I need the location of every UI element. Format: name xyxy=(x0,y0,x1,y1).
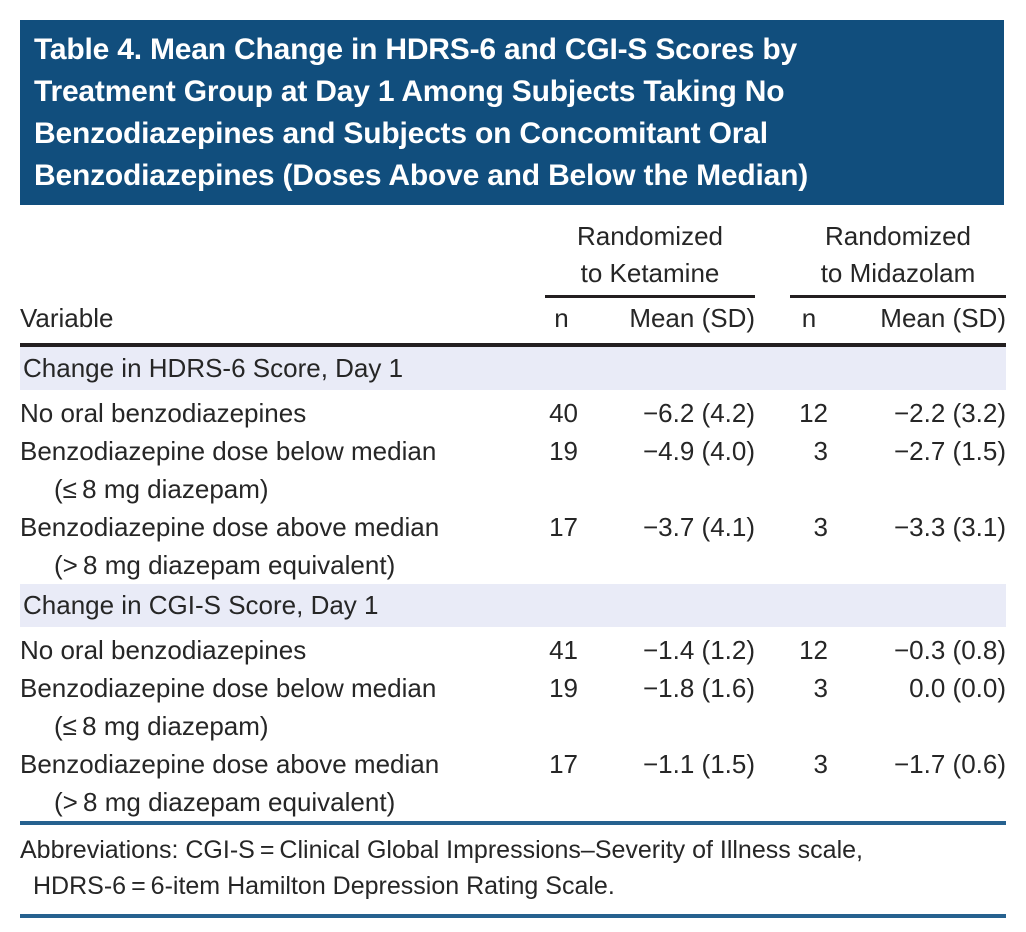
footnote: Abbreviations: CGI-S = Clinical Global I… xyxy=(20,821,1006,904)
spacer-cell xyxy=(755,508,790,546)
table-row: No oral benzodiazepines 40 −6.2 (4.2) 12… xyxy=(20,390,1006,432)
cell-ket-mean: −3.7 (4.1) xyxy=(643,512,756,542)
cell-ket-mean: −4.9 (4.0) xyxy=(643,436,756,466)
spacer-cell xyxy=(755,627,790,669)
cell-ket-n: 40 xyxy=(549,398,578,428)
section-header-hdrs6: Change in HDRS-6 Score, Day 1 xyxy=(20,345,1006,390)
spacer-cell xyxy=(755,218,790,297)
group-header-midazolam: Randomized to Midazolam xyxy=(790,218,1006,298)
group-header-ketamine-line2: to Ketamine xyxy=(580,258,720,288)
cell-mid-mean: −2.7 (1.5) xyxy=(893,436,1006,466)
cell-ket-mean: −6.2 (4.2) xyxy=(643,398,756,428)
column-header-mid-mean: Mean (SD) xyxy=(828,296,1006,347)
group-header-ketamine-line1: Randomized xyxy=(577,221,723,251)
cell-variable: Benzodiazepine dose above median xyxy=(20,512,440,542)
cell-variable: No oral benzodiazepines xyxy=(20,635,307,665)
group-header-row: Randomized to Ketamine Randomized to Mid… xyxy=(20,218,1006,298)
table-title-line-2: Treatment Group at Day 1 Among Subjects … xyxy=(34,75,785,108)
table-title-line-1: Table 4. Mean Change in HDRS-6 and CGI-S… xyxy=(34,33,797,66)
cell-mid-mean: −0.3 (0.8) xyxy=(893,635,1006,665)
cell-ket-n: 19 xyxy=(549,673,578,703)
results-table: Randomized to Ketamine Randomized to Mid… xyxy=(20,218,1006,821)
cell-mid-n: 12 xyxy=(799,398,829,428)
table-row-sublabel: (> 8 mg diazepam equivalent) xyxy=(20,783,1006,821)
table-row-sublabel: (≤ 8 mg diazepam) xyxy=(20,470,1006,508)
cell-ket-mean: −1.1 (1.5) xyxy=(643,749,756,779)
table-row: Benzodiazepine dose below median 19 −1.8… xyxy=(20,669,1006,707)
column-header-row: Variable n Mean (SD) n Mean (SD) xyxy=(20,296,1006,347)
row-sublabel: (≤ 8 mg diazepam) xyxy=(54,711,269,741)
spacer-cell xyxy=(755,432,790,470)
footnote-line-2: HDRS-6 = 6-item Hamilton Depression Rati… xyxy=(33,872,615,900)
table-title-band: Table 4. Mean Change in HDRS-6 and CGI-S… xyxy=(20,20,1004,205)
cell-mid-n: 3 xyxy=(813,673,829,703)
cell-ket-n: 17 xyxy=(549,512,578,542)
section-header-label: Change in HDRS-6 Score, Day 1 xyxy=(20,345,1006,390)
cell-variable: Benzodiazepine dose below median xyxy=(20,673,437,703)
cell-ket-mean: −1.8 (1.6) xyxy=(643,673,756,703)
table-row-sublabel: (> 8 mg diazepam equivalent) xyxy=(20,546,1006,584)
row-sublabel: (≤ 8 mg diazepam) xyxy=(54,474,269,504)
spacer-cell xyxy=(755,669,790,707)
row-sublabel: (> 8 mg diazepam equivalent) xyxy=(54,787,396,817)
spacer-cell xyxy=(20,218,545,297)
cell-ket-mean: −1.4 (1.2) xyxy=(643,635,756,665)
group-header-ketamine: Randomized to Ketamine xyxy=(545,218,756,298)
cell-mid-mean: −3.3 (3.1) xyxy=(893,512,1006,542)
cell-mid-n: 3 xyxy=(813,512,829,542)
section-header-cgis: Change in CGI-S Score, Day 1 xyxy=(20,584,1006,627)
table-row-sublabel: (≤ 8 mg diazepam) xyxy=(20,707,1006,745)
group-header-midazolam-line1: Randomized xyxy=(825,221,971,251)
row-sublabel: (> 8 mg diazepam equivalent) xyxy=(54,550,396,580)
cell-mid-mean: −2.2 (3.2) xyxy=(893,398,1006,428)
spacer-cell xyxy=(755,390,790,432)
column-header-variable: Variable xyxy=(20,296,545,347)
spacer-cell xyxy=(755,296,791,347)
column-header-ket-mean: Mean (SD) xyxy=(578,296,756,347)
cell-mid-mean: 0.0 (0.0) xyxy=(909,673,1006,703)
cell-variable: Benzodiazepine dose below median xyxy=(20,436,437,466)
column-header-ket-n: n xyxy=(545,296,578,347)
table-title-line-3: Benzodiazepines and Subjects on Concomit… xyxy=(34,117,768,150)
table-row: Benzodiazepine dose above median 17 −1.1… xyxy=(20,745,1006,783)
cell-mid-n: 12 xyxy=(799,635,829,665)
spacer-cell xyxy=(755,745,790,783)
cell-mid-n: 3 xyxy=(813,436,829,466)
footnote-line-1: Abbreviations: CGI-S = Clinical Global I… xyxy=(20,836,863,864)
bottom-rule xyxy=(20,914,1006,918)
table-title-line-4: Benzodiazepines (Doses Above and Below t… xyxy=(34,159,809,192)
cell-ket-n: 41 xyxy=(549,635,578,665)
cell-ket-n: 17 xyxy=(549,749,578,779)
table-row: Benzodiazepine dose below median 19 −4.9… xyxy=(20,432,1006,470)
cell-mid-n: 3 xyxy=(813,749,829,779)
cell-mid-mean: −1.7 (0.6) xyxy=(893,749,1006,779)
cell-variable: No oral benzodiazepines xyxy=(20,398,307,428)
table-row: Benzodiazepine dose above median 17 −3.7… xyxy=(20,508,1006,546)
section-header-label: Change in CGI-S Score, Day 1 xyxy=(20,584,1006,627)
cell-ket-n: 19 xyxy=(549,436,578,466)
group-header-midazolam-line2: to Midazolam xyxy=(820,258,976,288)
table-row: No oral benzodiazepines 41 −1.4 (1.2) 12… xyxy=(20,627,1006,669)
cell-variable: Benzodiazepine dose above median xyxy=(20,749,440,779)
column-header-mid-n: n xyxy=(790,296,829,347)
